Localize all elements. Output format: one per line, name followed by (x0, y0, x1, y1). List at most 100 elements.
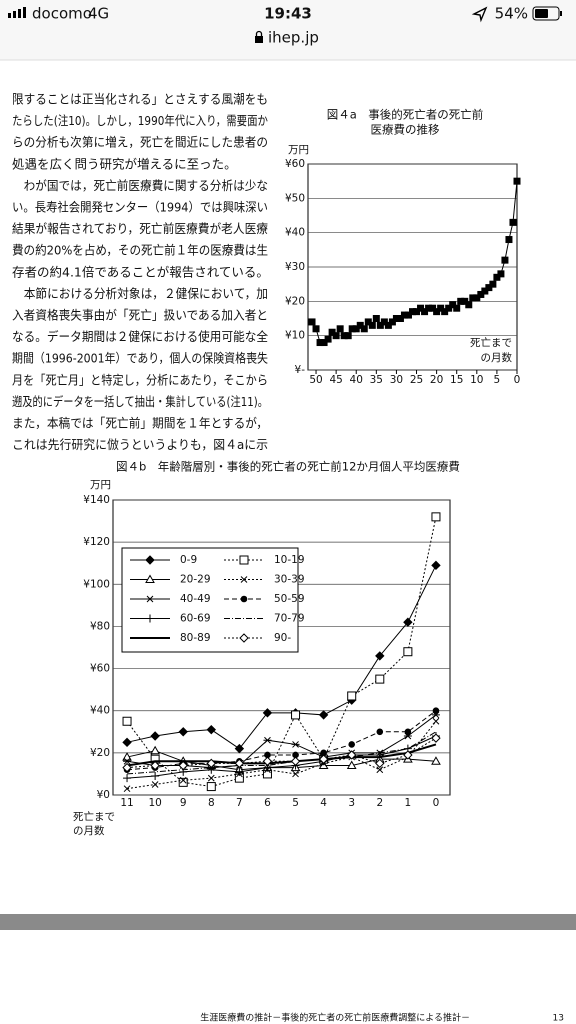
marker (234, 743, 245, 754)
y-tick-label: ¥60 (90, 663, 110, 675)
marker (453, 304, 461, 312)
legend-label: 0-9 (180, 554, 197, 566)
x-axis-annotation: 死亡まで (73, 810, 115, 823)
legend-marker (146, 595, 154, 603)
series-line (127, 710, 437, 771)
x-tick-label: 50 (309, 374, 322, 386)
battery-icon (532, 6, 562, 21)
x-tick-label: 10 (470, 374, 483, 386)
page-number: 13 (553, 1014, 564, 1024)
marker (179, 776, 187, 784)
x-tick-label: 5 (292, 797, 299, 809)
body-line: 月を「死亡月」と特定し，分析にあたり，そこから (12, 372, 268, 387)
marker (234, 758, 245, 769)
x-tick-label: 11 (120, 797, 133, 809)
y-tick-label: ¥20 (285, 295, 305, 307)
marker (206, 782, 216, 792)
marker (263, 736, 272, 744)
x-tick-label: 40 (350, 374, 363, 386)
series-line (126, 714, 437, 769)
marker (123, 757, 132, 765)
marker (290, 756, 301, 766)
signal-icon (8, 7, 26, 18)
body-line: わが国では，死亡前医療費に関する分析は少な (12, 178, 268, 193)
x-tick-label: 35 (370, 374, 383, 386)
marker (336, 325, 344, 333)
marker (403, 617, 413, 627)
marker (344, 332, 352, 340)
x-tick-label: 8 (208, 797, 215, 809)
location-icon (471, 6, 488, 23)
clock: 19:43 (264, 5, 312, 23)
body-line: らの分析も次第に増え，死亡を間近にした患者の (12, 135, 268, 150)
series-line (126, 516, 437, 788)
body-line: 期間（1996-2001年）であり，個人の保険資格喪失 (12, 351, 268, 366)
series-line (127, 735, 437, 779)
legend-marker (146, 614, 154, 623)
body-line: なる。データ期間は２健保における使用可能な全 (12, 329, 268, 344)
marker (151, 781, 159, 788)
x-tick-label: 6 (264, 797, 271, 809)
body-line: 限することは正当化される」とさえする風潮をも (12, 92, 268, 107)
marker (432, 717, 440, 725)
y-tick-label: ¥140 (83, 494, 110, 506)
x-tick-label: 7 (236, 797, 243, 809)
marker (308, 318, 316, 326)
legend-label: 40-49 (180, 593, 211, 605)
marker (291, 710, 301, 720)
marker (376, 766, 384, 774)
x-tick-label: 1 (405, 797, 412, 809)
legend-label: 60-69 (180, 613, 211, 625)
marker (372, 315, 380, 322)
marker (505, 236, 513, 244)
body-line: 結果が報告されており，死亡前医療費が老人医療 (12, 221, 268, 236)
marker (150, 745, 160, 755)
series-line (126, 720, 437, 790)
marker (360, 325, 368, 333)
chart-title: 医療費の推移 (371, 123, 440, 137)
marker (403, 750, 413, 760)
x-tick-label: 0 (514, 374, 521, 386)
marker (346, 760, 357, 769)
body-line: 入者資格喪失事由が「死亡」扱いである加入者と (12, 308, 268, 323)
chart-title: 図４a 事後的死亡者の死亡前 (327, 108, 484, 122)
marker (123, 785, 131, 793)
marker (465, 301, 473, 309)
marker (207, 774, 215, 782)
marker (312, 325, 320, 333)
marker (318, 754, 329, 764)
y-tick-label: ¥50 (285, 192, 305, 204)
y-tick-label: ¥40 (90, 705, 110, 717)
series-line (127, 731, 437, 775)
marker (206, 724, 216, 735)
marker (178, 777, 188, 787)
series-line (126, 750, 436, 771)
marker (123, 774, 132, 783)
x-axis-annotation: 死亡まで (470, 336, 512, 349)
body-text: 限することは正当化される」とさえする風潮をもたらした(注10)。しかし，1990… (12, 92, 269, 453)
y-tick-label: ¥10 (285, 330, 305, 342)
browser-header (0, 0, 576, 60)
legend-marker (145, 574, 155, 583)
marker (122, 737, 132, 748)
marker (497, 270, 505, 278)
x-tick-label: 9 (180, 797, 187, 809)
lock-icon (255, 30, 263, 43)
url[interactable]: ihep.jp (268, 29, 319, 47)
marker (509, 218, 517, 226)
legend-label: 80-89 (180, 632, 211, 644)
marker (489, 280, 497, 288)
page-gap (0, 914, 576, 930)
carrier: docomo (32, 5, 92, 23)
marker (404, 728, 412, 736)
y-unit: 万円 (90, 479, 111, 491)
y-tick-label: ¥120 (83, 536, 110, 548)
marker (375, 758, 385, 769)
marker (513, 177, 521, 185)
marker (178, 760, 188, 771)
marker (235, 767, 244, 776)
y-tick-label: ¥- (295, 364, 306, 376)
y-tick-label: ¥0 (97, 789, 110, 801)
